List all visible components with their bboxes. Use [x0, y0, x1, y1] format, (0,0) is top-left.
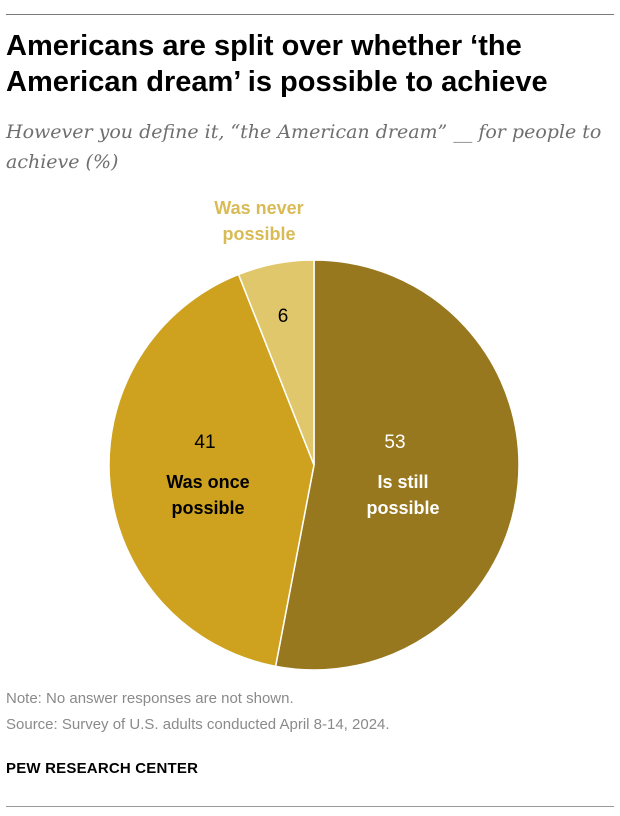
pie-label-was-once-possible: Was once possible — [166, 472, 249, 518]
bottom-rule — [6, 806, 614, 807]
pie-label-was-never-possible: Was never possible — [214, 198, 303, 244]
note-text: Note: No answer responses are not shown. — [6, 690, 294, 707]
pie-value-was-once-possible: 41 — [194, 432, 215, 453]
pie-slice-was-never-possible — [237, 259, 315, 466]
pie-value-was-never-possible: 6 — [278, 306, 289, 327]
pie-value-is-still-possible: 53 — [384, 432, 405, 453]
pie-label-is-still-possible: Is still possible — [366, 472, 439, 518]
chart-title: Americans are split over whether ‘the Am… — [6, 30, 548, 98]
pie-slice-was-once-possible — [108, 273, 315, 668]
brand-logo-text: PEW RESEARCH CENTER — [6, 760, 199, 777]
pie-slice-is-still-possible — [274, 259, 520, 671]
source-text: Source: Survey of U.S. adults conducted … — [6, 716, 390, 733]
chart-subtitle: However you define it, “the American dre… — [6, 121, 602, 173]
pie-chart: 53 Is still possible 41 Was once possible 6 Was… — [108, 198, 520, 671]
top-rule — [6, 14, 614, 15]
